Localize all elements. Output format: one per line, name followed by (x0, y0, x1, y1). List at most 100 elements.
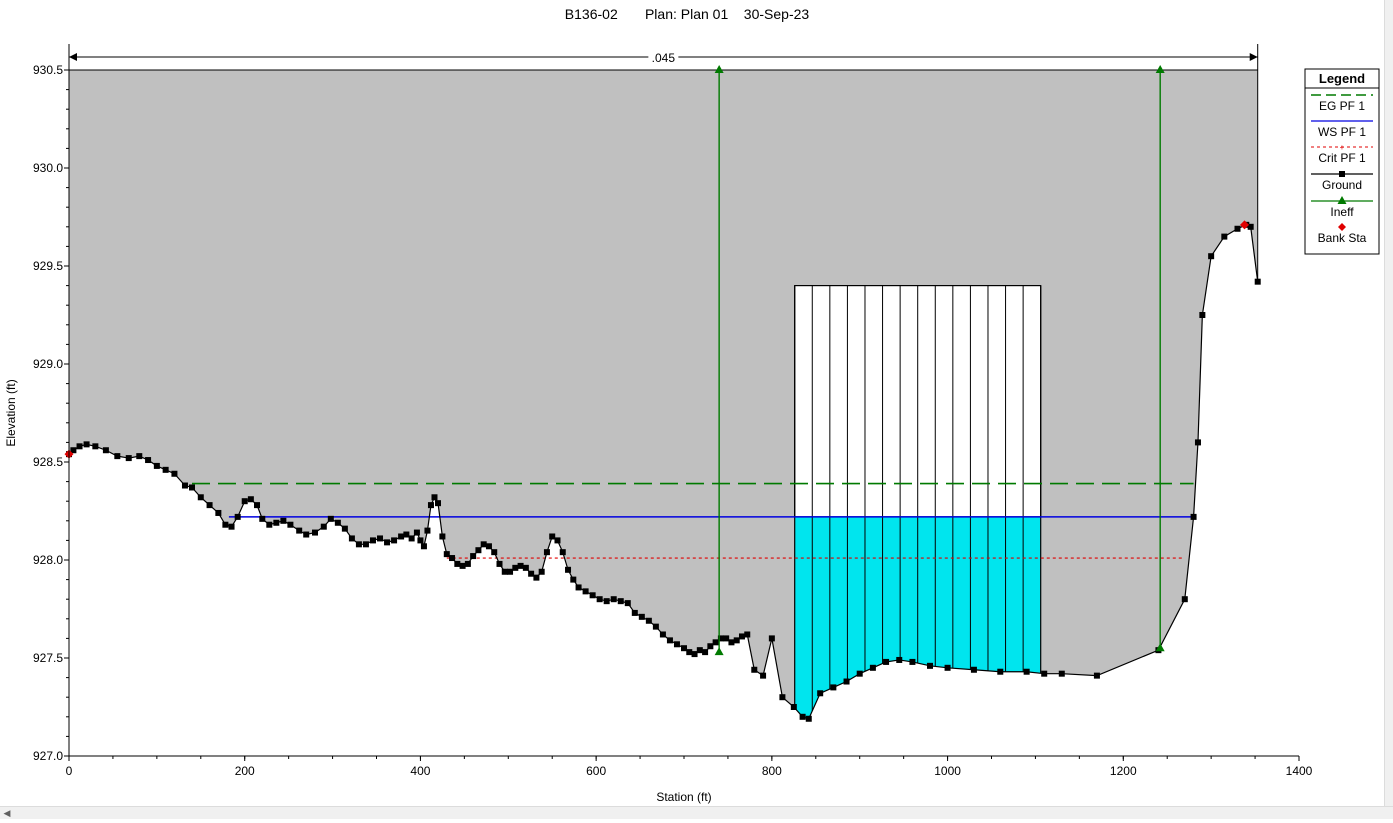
ground-point (464, 560, 471, 567)
ground-point (413, 529, 420, 536)
ground-point (197, 494, 204, 501)
y-tick-label: 929.0 (33, 357, 63, 371)
ground-point (696, 647, 703, 654)
ground-point (1093, 672, 1100, 679)
ground-point (733, 637, 740, 644)
legend-entry-label: Bank Sta (1318, 231, 1367, 245)
ground-point (1023, 668, 1030, 675)
legend-title: Legend (1319, 71, 1365, 86)
y-tick-label: 929.5 (33, 259, 63, 273)
ground-point (686, 649, 693, 656)
ground-point (944, 664, 951, 671)
ground-point (312, 529, 318, 536)
ground-point (738, 633, 745, 640)
ground-point (554, 537, 561, 544)
ground-point (779, 694, 786, 701)
ground-point (369, 537, 376, 544)
ground-point (1058, 670, 1065, 677)
x-tick-label: 1200 (1110, 764, 1137, 778)
ground-point (480, 541, 487, 548)
ground-point (856, 670, 863, 677)
ground-point (869, 664, 876, 671)
ground-point (760, 672, 767, 679)
y-tick-label: 930.5 (33, 63, 63, 77)
manning-n-label: .045 (652, 51, 676, 65)
legend-entry-label: Crit PF 1 (1318, 151, 1366, 165)
ground-point (707, 643, 714, 650)
legend-entry-label: WS PF 1 (1318, 125, 1366, 139)
ground-point (768, 635, 775, 642)
ground-point (341, 525, 348, 532)
ground-point (659, 631, 666, 638)
ground-point (377, 535, 384, 542)
ground-point (136, 453, 143, 460)
ground-point (424, 527, 431, 534)
ground-point (717, 635, 724, 642)
ground-point (384, 539, 391, 546)
ground-point (443, 551, 450, 558)
y-tick-label: 928.0 (33, 553, 63, 567)
ground-point (790, 704, 797, 710)
legend-entry-label: Ground (1322, 178, 1362, 192)
ground-point (712, 639, 719, 646)
ground-point (582, 588, 589, 595)
ground-point (624, 600, 631, 607)
x-tick-label: 1000 (934, 764, 961, 778)
arrow-left-icon (69, 53, 77, 61)
ground-point (596, 596, 603, 603)
ground-point (206, 502, 213, 509)
ground-point (153, 462, 160, 469)
ground-point (102, 447, 109, 454)
ground-point (348, 535, 355, 542)
ground-point (485, 543, 492, 550)
ground-point (171, 470, 178, 477)
ground-point (420, 543, 427, 550)
legend-ground-marker (1339, 171, 1345, 177)
ground-point (575, 584, 582, 591)
ground-point (435, 500, 441, 507)
ineff-marker (1155, 643, 1165, 652)
ground-point (896, 656, 903, 663)
y-tick-label: 927.5 (33, 651, 63, 665)
scroll-left-icon[interactable]: ◀ (3, 808, 11, 818)
horizontal-scrollbar[interactable]: ◀ (0, 806, 1393, 819)
x-tick-label: 400 (410, 764, 430, 778)
ground-point (145, 457, 152, 464)
ground-point (681, 645, 687, 652)
ground-point (228, 523, 235, 530)
ground-point (645, 617, 652, 624)
ground-point (234, 513, 241, 520)
ineff-marker (1155, 65, 1165, 73)
ground-point (1221, 233, 1228, 240)
ground-point (162, 466, 169, 473)
ground-point (610, 596, 617, 603)
vertical-scrollbar[interactable] (1384, 0, 1393, 806)
ground-point (1208, 253, 1215, 260)
legend-entry-label: Ineff (1330, 205, 1354, 219)
plot-area: .045 (64, 44, 1261, 722)
x-tick-label: 0 (66, 764, 73, 778)
ineff-marker (714, 647, 724, 656)
legend-crit-marker: + (1340, 143, 1345, 152)
ground-point (320, 523, 327, 530)
ground-point (691, 651, 698, 658)
ineff-marker (714, 65, 724, 73)
ground-point (259, 515, 266, 522)
ground-point (528, 570, 535, 577)
ground-point (805, 715, 812, 722)
ground-point (1190, 513, 1197, 520)
ground-point (673, 641, 680, 648)
axes: 927.0 927.5 928.0 928.5 929.0 929.5 930.0 930.5… (33, 44, 1313, 778)
ground-point (543, 549, 550, 556)
x-tick-label: 800 (762, 764, 782, 778)
ground-point (843, 678, 850, 685)
ground-point (538, 568, 545, 575)
ground-point (83, 441, 90, 448)
ground-point (1234, 225, 1241, 232)
ground-point (454, 560, 461, 567)
ground-point (222, 521, 229, 528)
ground-point (362, 541, 369, 548)
ground-point (266, 521, 273, 528)
ground-point (427, 502, 434, 509)
